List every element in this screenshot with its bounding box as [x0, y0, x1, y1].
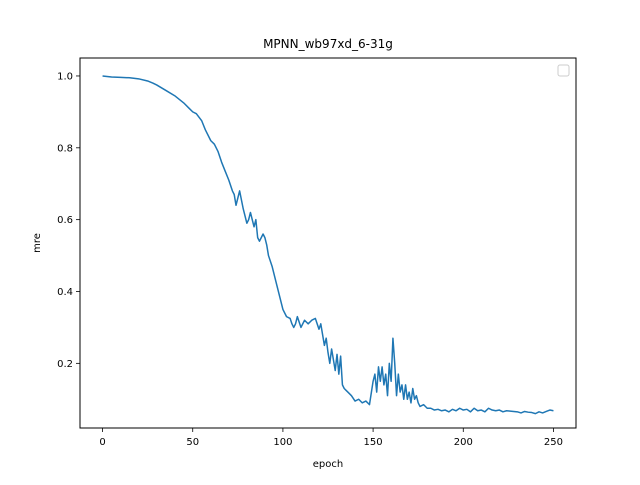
x-tick-label: 50 — [186, 437, 199, 448]
x-axis: 0 50 100 150 200 250 — [99, 428, 563, 448]
y-tick-label: 0.8 — [57, 143, 73, 154]
plot-frame — [79, 57, 577, 429]
legend — [557, 64, 570, 77]
y-axis: 0.2 0.4 0.6 0.8 1.0 — [57, 71, 80, 370]
x-axis-label: epoch — [313, 459, 343, 470]
x-tick-label: 250 — [544, 437, 563, 448]
y-tick-label: 0.6 — [57, 215, 73, 226]
x-tick-label: 0 — [99, 437, 105, 448]
chart-title: MPNN_wb97xd_6-31g — [263, 37, 393, 51]
y-tick-label: 0.2 — [57, 359, 73, 370]
x-tick-label: 200 — [454, 437, 473, 448]
y-axis-label: mre — [32, 233, 43, 253]
x-tick-label: 100 — [273, 437, 292, 448]
plot-area — [102, 75, 554, 415]
series-line-0 — [102, 75, 554, 415]
y-tick-label: 0.4 — [57, 287, 73, 298]
x-tick-label: 150 — [364, 437, 383, 448]
y-tick-label: 1.0 — [57, 71, 73, 82]
